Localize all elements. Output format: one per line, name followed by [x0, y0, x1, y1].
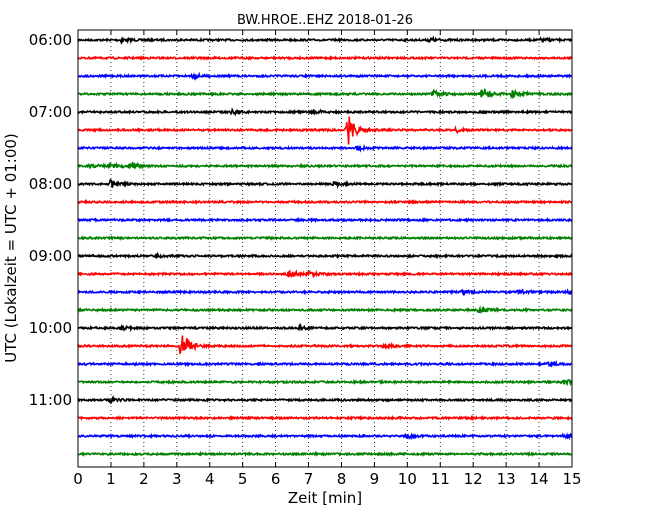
x-tick-label: 4	[205, 470, 215, 488]
x-tick-label: 12	[464, 470, 483, 488]
seismic-trace	[77, 71, 572, 81]
y-tick-label: 09:00	[29, 247, 72, 265]
y-tick-label: 06:00	[29, 31, 72, 49]
x-tick-label: 1	[106, 470, 116, 488]
x-tick-label: 7	[304, 470, 314, 488]
seismic-trace	[77, 450, 573, 458]
x-tick-label: 13	[497, 470, 516, 488]
seismic-trace	[77, 35, 573, 46]
seismic-trace	[77, 414, 573, 422]
seismogram-traces	[77, 35, 573, 458]
seismic-trace	[77, 116, 573, 145]
seismic-trace	[77, 432, 573, 441]
x-tick-label: 11	[431, 470, 450, 488]
y-axis-ticks: 06:00 07:00 08:00 09:00 10:00 11:00	[29, 31, 572, 409]
x-tick-label: 9	[370, 470, 380, 488]
seismic-trace	[78, 322, 573, 333]
seismic-trace	[77, 107, 573, 117]
seismic-trace	[77, 378, 573, 387]
seismic-trace	[77, 359, 573, 368]
x-tick-label: 3	[172, 470, 182, 488]
seismic-trace	[77, 288, 573, 296]
y-tick-label: 07:00	[29, 103, 72, 121]
chart-title: BW.HROE..EHZ 2018-01-26	[237, 13, 413, 28]
seismic-trace	[77, 88, 573, 99]
seismic-trace	[77, 216, 573, 224]
y-axis-label: UTC (Lokalzeit = UTC + 01:00)	[2, 133, 20, 363]
seismic-trace	[77, 305, 573, 314]
x-tick-label: 2	[139, 470, 149, 488]
x-tick-label: 14	[530, 470, 549, 488]
grid-lines	[110, 30, 540, 467]
y-tick-label: 08:00	[29, 175, 72, 193]
x-axis-ticks: 0 1 2 3 4 5 6 7 8 9 10 11 12 13 14 15	[73, 30, 582, 488]
seismic-trace	[77, 395, 573, 405]
seismic-trace	[77, 269, 573, 279]
x-tick-label: 10	[398, 470, 417, 488]
y-tick-label: 11:00	[29, 391, 72, 409]
seismic-trace	[77, 178, 573, 190]
seismic-trace	[77, 161, 573, 170]
seismic-trace	[77, 335, 572, 355]
seismic-trace	[77, 251, 573, 260]
y-tick-label: 10:00	[29, 319, 72, 337]
x-axis-label: Zeit [min]	[288, 489, 362, 507]
x-tick-label: 6	[271, 470, 281, 488]
x-tick-label: 0	[73, 470, 83, 488]
seismic-trace	[77, 54, 573, 62]
seismic-trace	[77, 198, 573, 206]
x-tick-label: 5	[238, 470, 248, 488]
x-tick-label: 15	[562, 470, 581, 488]
seismic-trace	[77, 235, 573, 241]
x-tick-label: 8	[337, 470, 347, 488]
seismic-trace	[77, 143, 573, 153]
plot-frame	[77, 29, 573, 468]
